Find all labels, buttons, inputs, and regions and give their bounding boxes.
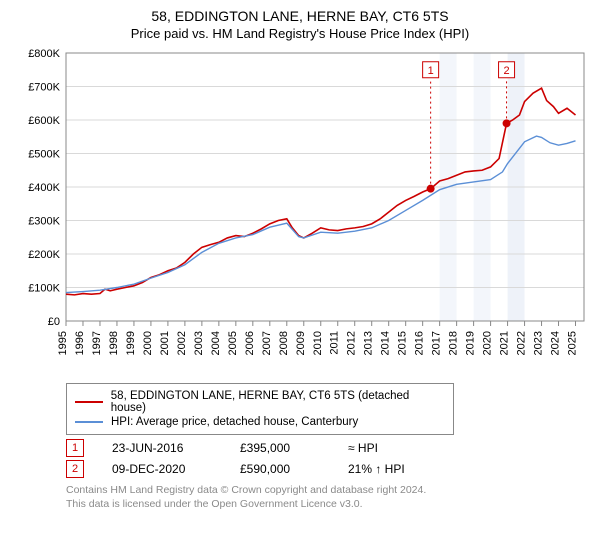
legend-label: HPI: Average price, detached house, Cant… bbox=[111, 416, 358, 428]
event-row: 2 09-DEC-2020 £590,000 21% ↑ HPI bbox=[66, 460, 588, 478]
svg-text:2021: 2021 bbox=[499, 331, 511, 355]
svg-text:1999: 1999 bbox=[125, 331, 137, 355]
svg-text:1997: 1997 bbox=[91, 331, 103, 355]
svg-text:2023: 2023 bbox=[533, 331, 545, 355]
chart: £0 £100K £200K £300K £400K £500K £600K £700K £80… bbox=[12, 47, 588, 377]
chart-subtitle: Price paid vs. HM Land Registry's House … bbox=[12, 26, 588, 41]
svg-text:2020: 2020 bbox=[482, 331, 494, 355]
svg-text:2006: 2006 bbox=[244, 331, 256, 355]
legend-item: 58, EDDINGTON LANE, HERNE BAY, CT6 5TS (… bbox=[75, 390, 445, 414]
svg-text:2015: 2015 bbox=[397, 331, 409, 355]
event-date: 09-DEC-2020 bbox=[112, 462, 212, 476]
svg-text:2002: 2002 bbox=[176, 331, 188, 355]
svg-text:2003: 2003 bbox=[193, 331, 205, 355]
svg-text:£400K: £400K bbox=[28, 182, 60, 194]
event-price: £395,000 bbox=[240, 441, 320, 455]
legend-label: 58, EDDINGTON LANE, HERNE BAY, CT6 5TS (… bbox=[111, 390, 445, 414]
svg-text:1998: 1998 bbox=[108, 331, 120, 355]
svg-text:2011: 2011 bbox=[329, 331, 341, 355]
svg-text:2017: 2017 bbox=[431, 331, 443, 355]
svg-text:2014: 2014 bbox=[380, 331, 392, 355]
copyright: Contains HM Land Registry data © Crown c… bbox=[66, 484, 588, 511]
svg-text:£600K: £600K bbox=[28, 115, 60, 127]
event-price: £590,000 bbox=[240, 462, 320, 476]
svg-text:2007: 2007 bbox=[261, 331, 273, 355]
svg-text:£800K: £800K bbox=[28, 48, 60, 60]
svg-text:£100K: £100K bbox=[28, 283, 60, 295]
event-date: 23-JUN-2016 bbox=[112, 441, 212, 455]
event-row: 1 23-JUN-2016 £395,000 ≈ HPI bbox=[66, 439, 588, 457]
legend: 58, EDDINGTON LANE, HERNE BAY, CT6 5TS (… bbox=[66, 383, 454, 435]
svg-text:£200K: £200K bbox=[28, 249, 60, 261]
svg-text:£500K: £500K bbox=[28, 149, 60, 161]
svg-text:1: 1 bbox=[428, 65, 434, 77]
svg-text:2001: 2001 bbox=[159, 331, 171, 355]
svg-text:2025: 2025 bbox=[567, 331, 579, 355]
svg-text:2019: 2019 bbox=[465, 331, 477, 355]
event-table: 1 23-JUN-2016 £395,000 ≈ HPI 2 09-DEC-20… bbox=[66, 439, 588, 478]
svg-text:£700K: £700K bbox=[28, 82, 60, 94]
svg-text:2005: 2005 bbox=[227, 331, 239, 355]
svg-text:2012: 2012 bbox=[346, 331, 358, 355]
event-marker: 1 bbox=[66, 439, 84, 457]
legend-item: HPI: Average price, detached house, Cant… bbox=[75, 416, 445, 428]
svg-text:2000: 2000 bbox=[142, 331, 154, 355]
svg-text:2008: 2008 bbox=[278, 331, 290, 355]
svg-text:1995: 1995 bbox=[57, 331, 69, 355]
svg-text:2016: 2016 bbox=[414, 331, 426, 355]
event-rel: ≈ HPI bbox=[348, 441, 378, 455]
legend-swatch bbox=[75, 421, 103, 423]
chart-title: 58, EDDINGTON LANE, HERNE BAY, CT6 5TS bbox=[12, 8, 588, 24]
svg-text:1996: 1996 bbox=[74, 331, 86, 355]
svg-text:2: 2 bbox=[503, 65, 509, 77]
svg-text:£300K: £300K bbox=[28, 216, 60, 228]
svg-text:2024: 2024 bbox=[550, 331, 562, 355]
svg-text:£0: £0 bbox=[48, 316, 60, 328]
svg-text:2022: 2022 bbox=[516, 331, 528, 355]
legend-swatch bbox=[75, 401, 103, 403]
svg-text:2004: 2004 bbox=[210, 331, 222, 355]
svg-text:2009: 2009 bbox=[295, 331, 307, 355]
svg-text:2013: 2013 bbox=[363, 331, 375, 355]
event-marker: 2 bbox=[66, 460, 84, 478]
svg-text:2018: 2018 bbox=[448, 331, 460, 355]
svg-text:2010: 2010 bbox=[312, 331, 324, 355]
event-rel: 21% ↑ HPI bbox=[348, 462, 405, 476]
